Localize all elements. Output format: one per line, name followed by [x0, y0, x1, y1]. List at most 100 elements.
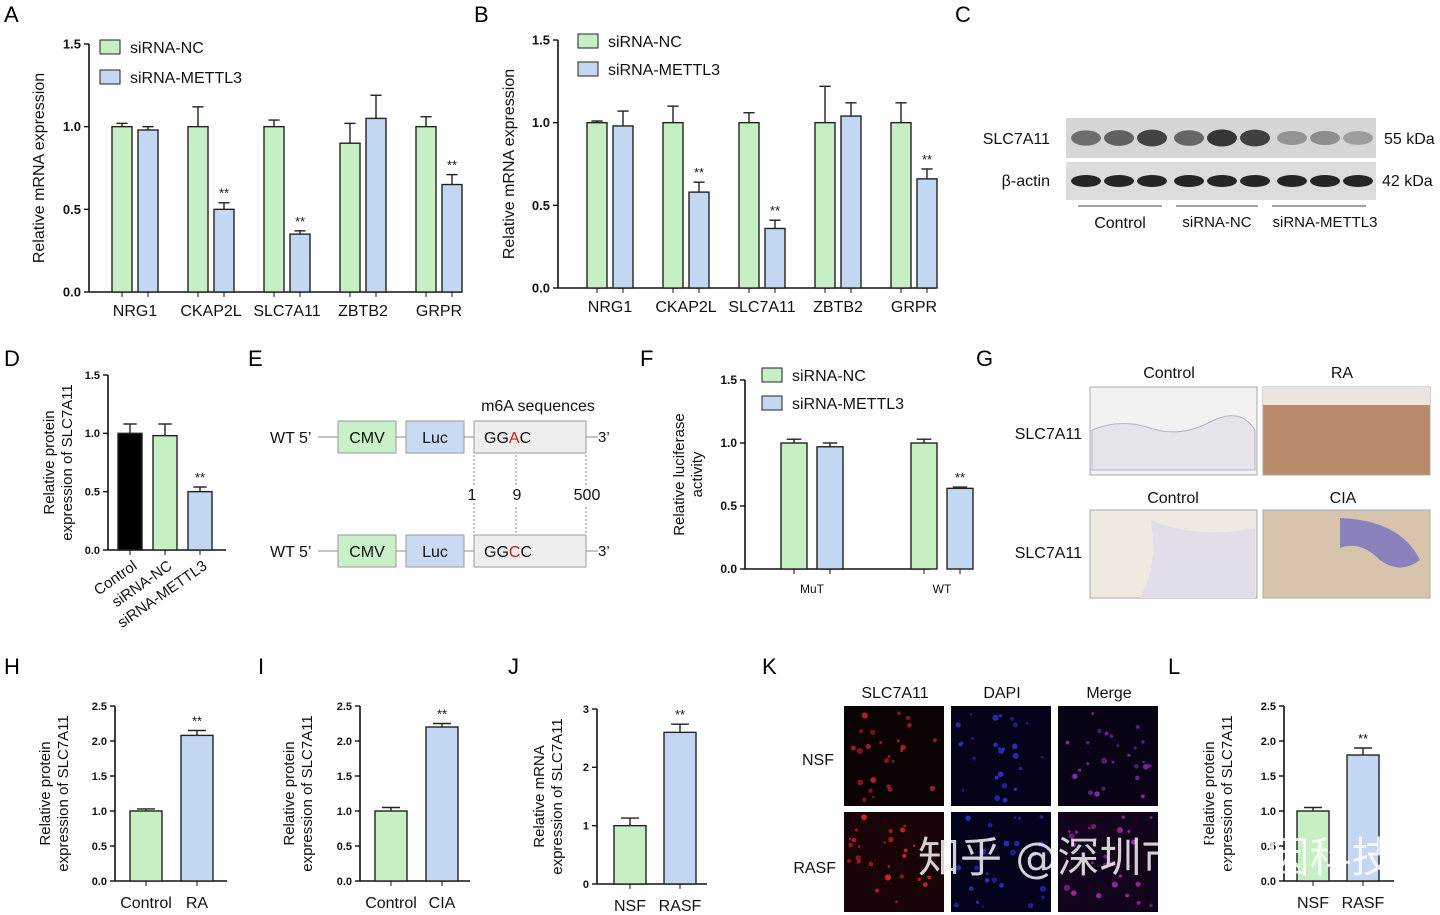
if-cell-dot: [1135, 725, 1140, 729]
bar: [613, 824, 647, 885]
if-cell-dot: [1149, 903, 1153, 908]
chart-d: 0.0 0.5 1.0 1.5 Relative protein expression o…: [41, 370, 226, 632]
construct-title: m6A sequences: [481, 398, 595, 415]
if-cell-dot: [1027, 902, 1034, 909]
if-image: [951, 706, 1051, 806]
legend-label-nc: siRNA-NC: [608, 34, 682, 51]
if-row-rasf: RASF: [793, 860, 836, 877]
legend-swatch-nc: [761, 367, 783, 383]
blot-band: [1277, 130, 1307, 146]
blot-row-slc7a11: SLC7A11: [983, 131, 1050, 148]
if-cell-dot: [989, 837, 993, 842]
bar: [688, 191, 710, 289]
if-cell-dot: [1087, 826, 1091, 830]
legend-label-mettl3: siRNA-METTL3: [792, 396, 904, 413]
panel-label-b: B: [474, 2, 489, 27]
x-tick-label: RA: [186, 895, 209, 912]
luc-label: Luc: [422, 430, 448, 447]
if-cell-dot: [956, 865, 962, 871]
if-cell-dot: [1025, 721, 1029, 725]
watermark: 知乎 @深圳市易基因科技: [918, 833, 1393, 882]
y-tick-label: 0.0: [337, 876, 352, 888]
if-cell-dot: [1083, 859, 1087, 862]
ihc-tissue: [1140, 520, 1255, 598]
bar: [612, 125, 634, 289]
y-tick-label: 0.0: [720, 562, 737, 576]
if-cell-dot: [998, 747, 1005, 754]
if-cell-dot: [855, 855, 862, 861]
y-tick-label: 1.0: [720, 436, 737, 450]
bar: [946, 487, 974, 570]
position-9: 9: [513, 487, 522, 504]
if-cell-dot: [1086, 762, 1090, 766]
y-axis-label: expression of SLC7A11: [299, 715, 316, 871]
position-bg: [568, 485, 606, 505]
if-cell-dot: [912, 844, 916, 848]
if-cell-dot: [998, 771, 1004, 778]
luc-label: Luc: [422, 544, 448, 561]
if-cell-dot: [1032, 852, 1037, 857]
if-cell-dot: [1010, 716, 1015, 721]
bar: [586, 121, 608, 289]
ihc-col-cia: CIA: [1330, 490, 1357, 507]
chart-i: 0.0 0.5 1.0 1.5 2.0 2.5 Relative protein expres…: [281, 701, 470, 912]
if-cell-dot: [927, 875, 932, 880]
blot-band: [1174, 130, 1204, 146]
ihc-panel: Control RA SLC7A11 Control CIA SLC7A11: [1015, 365, 1431, 599]
if-cell-dot: [984, 878, 990, 883]
panel-label-k: K: [762, 654, 777, 679]
if-cell-dot: [1125, 893, 1130, 898]
legend-swatch-mettl3: [761, 395, 783, 411]
if-cell-dot: [900, 749, 904, 753]
if-image: [1058, 706, 1158, 806]
y-tick-label: 1.0: [532, 115, 550, 130]
y-axis-label: Relative luciferase: [671, 413, 688, 536]
if-cell-dot: [1072, 773, 1078, 779]
if-image: [844, 706, 944, 806]
legend-swatch-nc: [99, 39, 121, 55]
if-cell-dot: [871, 795, 875, 799]
y-tick-label: 0.5: [337, 841, 352, 853]
y-tick-label: 3: [583, 704, 589, 716]
y-tick-label: 0.0: [63, 285, 81, 300]
y-tick-label: 1.0: [63, 119, 81, 134]
if-cell-dot: [1127, 753, 1131, 757]
y-tick-label: 2.5: [337, 701, 352, 713]
y-axis-label: expression of SLC7A11: [55, 715, 72, 871]
y-axis-label: Relative protein: [281, 741, 298, 845]
if-cell-dot: [1013, 840, 1020, 847]
bar: [663, 731, 697, 885]
y-tick-label: 0.5: [92, 841, 107, 853]
y-axis-label: Relative protein: [41, 410, 58, 514]
panel-label-c: C: [955, 2, 971, 27]
chart-l: 0.0 0.5 1.0 1.5 2.0 2.5 Relative protein expres…: [1201, 701, 1394, 912]
y-tick-label: 0.0: [92, 876, 107, 888]
seq2-pre: GG: [484, 544, 509, 561]
y-tick-label: 0.0: [1261, 876, 1276, 888]
x-tick-label: SLC7A11: [728, 299, 795, 316]
construct-diagram: m6A sequences WT 5’ CMV Luc GGAC 3’ 1 1 …: [270, 398, 610, 568]
if-cell-dot: [923, 882, 928, 887]
bar: [137, 129, 159, 293]
panel-label-f: F: [640, 346, 653, 371]
x-tick-label: CKAP2L: [655, 299, 716, 316]
y-tick-label: 1.0: [1261, 806, 1276, 818]
construct-wt-label: WT 5’: [270, 430, 311, 447]
legend-a: siRNA-NC siRNA-METTL3: [99, 39, 242, 87]
x-tick-label: GRPR: [891, 299, 937, 316]
panel-label-e: E: [248, 346, 263, 371]
if-cell-dot: [900, 744, 906, 750]
ihc-row-label: SLC7A11: [1015, 545, 1082, 562]
position-500: 500: [574, 487, 601, 504]
bar: [780, 442, 808, 570]
blot-band: [1174, 175, 1204, 187]
x-tick-label: RASF: [659, 898, 702, 915]
if-cell-dot: [888, 828, 893, 834]
legend-label-nc: siRNA-NC: [792, 368, 866, 385]
if-cell-dot: [955, 722, 961, 728]
bar: [816, 446, 844, 570]
seq2-mut: C: [509, 544, 521, 561]
bar: [441, 183, 463, 293]
blot-band: [1240, 175, 1270, 187]
y-axis-label: expression of SLC7A11: [549, 718, 566, 874]
